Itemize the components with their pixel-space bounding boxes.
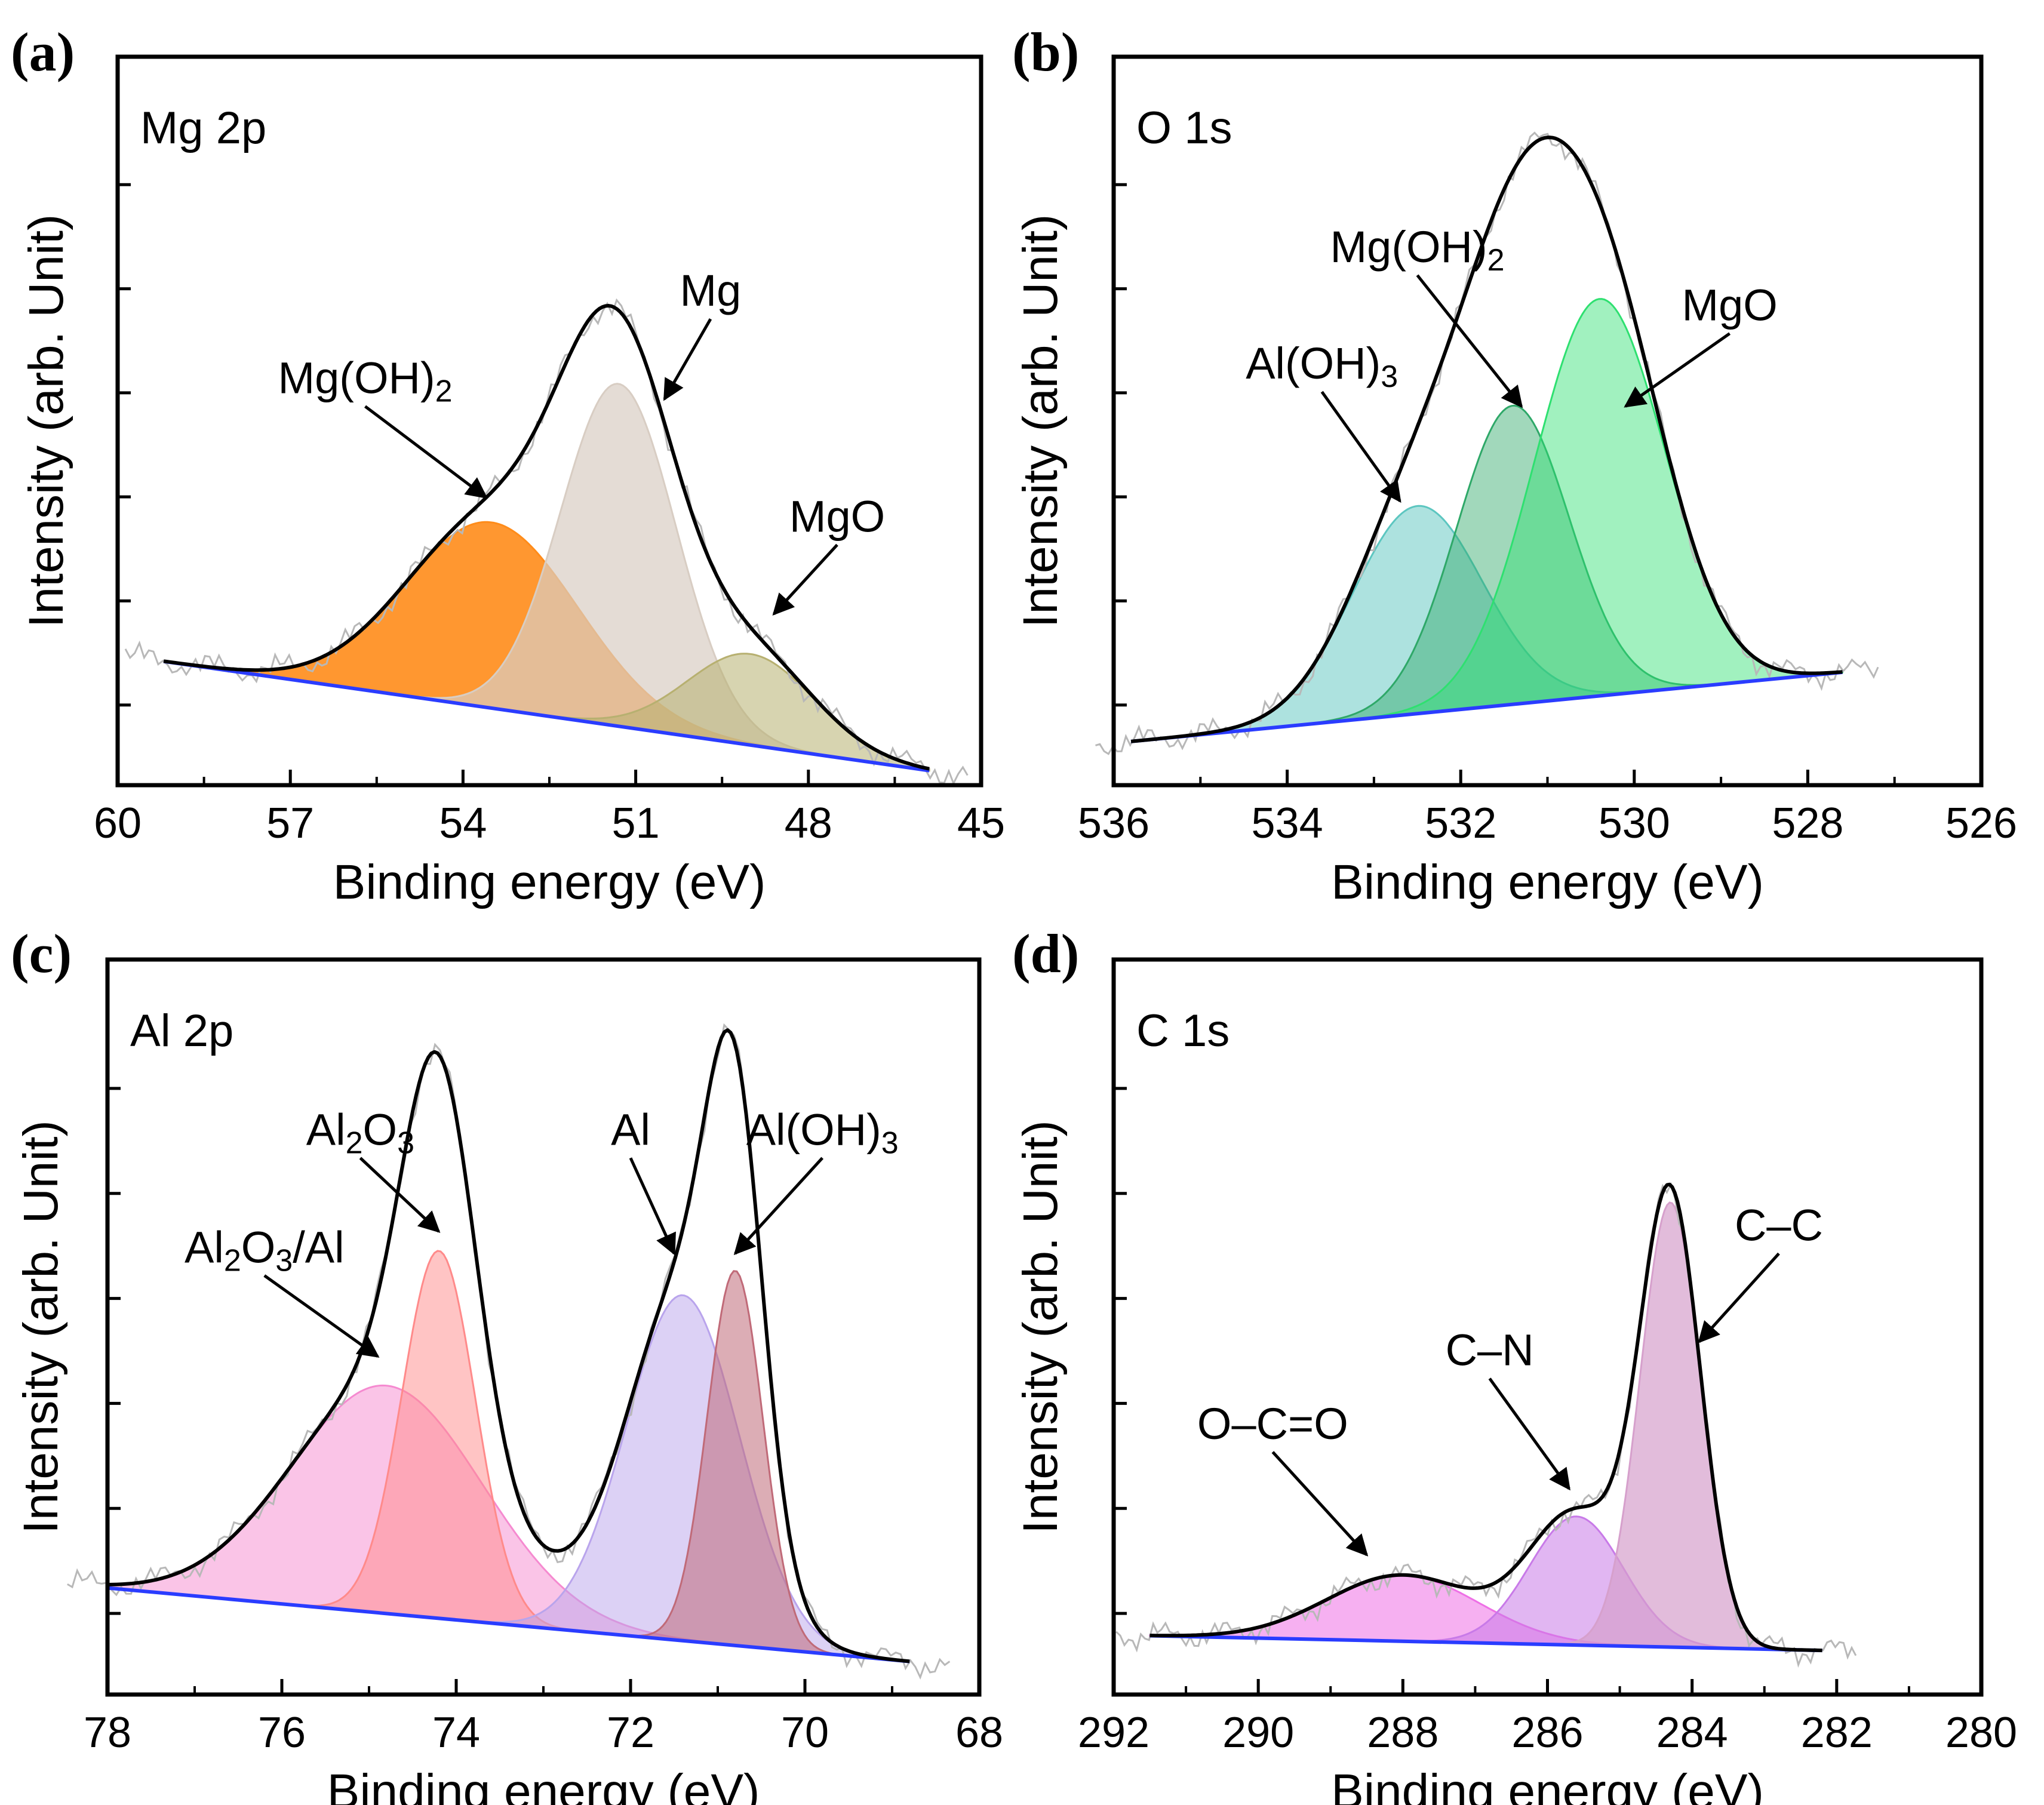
arrow-line <box>1698 1252 1780 1343</box>
arrow-line <box>733 1157 824 1256</box>
y-axis-title: Intensity (arb. Unit) <box>14 1120 68 1534</box>
component-label: Al(OH)3 <box>746 1105 899 1160</box>
component-label: Mg <box>680 266 742 315</box>
x-tick-label: 536 <box>1078 800 1149 847</box>
x-tick-label: 532 <box>1425 800 1496 847</box>
component-label: Al2O3 <box>306 1105 414 1160</box>
component-label: Mg(OH)2 <box>1330 222 1505 278</box>
x-axis-title: Binding energy (eV) <box>1331 1764 1764 1805</box>
x-tick-label: 534 <box>1252 800 1323 847</box>
background-line <box>163 659 930 773</box>
arrow-line <box>359 1157 441 1233</box>
component-label: MgO <box>1682 281 1777 330</box>
y-axis-title: Intensity (arb. Unit) <box>19 214 73 628</box>
component-label: O–C=O <box>1197 1399 1348 1449</box>
x-tick-label: 68 <box>955 1709 1003 1757</box>
x-tick-label: 530 <box>1599 800 1670 847</box>
panel-2: 78 76 74 72 70 68 Binding energy (eV) Intensity… <box>11 923 1003 1805</box>
fit-envelope-line <box>1130 136 1843 743</box>
x-tick-label: 292 <box>1078 1709 1149 1757</box>
panel-letter: (b) <box>1012 21 1079 82</box>
x-tick-label: 54 <box>439 800 487 847</box>
panel-letter: (a) <box>11 21 75 82</box>
x-axis-title: Binding energy (eV) <box>1331 855 1764 909</box>
component-label: C–N <box>1446 1326 1534 1375</box>
arrow-line <box>663 318 712 401</box>
x-tick-label: 290 <box>1222 1709 1294 1757</box>
arrow-line <box>1488 1377 1570 1491</box>
panel-3: 292 290 288 286 284 282 280 Binding energy (eV)… <box>1012 923 2017 1805</box>
component-label: Al <box>611 1105 650 1154</box>
x-tick-label: 280 <box>1945 1709 2017 1757</box>
x-tick-label: 526 <box>1945 800 2017 847</box>
y-axis-title: Intensity (arb. Unit) <box>1013 1120 1068 1534</box>
y-axis-title: Intensity (arb. Unit) <box>1013 214 1068 628</box>
panel-1: 536 534 532 530 528 526 Binding energy (eV) Int… <box>1012 21 2017 909</box>
x-tick-label: 286 <box>1511 1709 1583 1757</box>
x-tick-label: 72 <box>607 1709 654 1757</box>
x-tick-label: 45 <box>957 800 1005 847</box>
element-label: C 1s <box>1136 1005 1230 1056</box>
element-label: Al 2p <box>130 1005 233 1056</box>
x-tick-label: 60 <box>94 800 142 847</box>
panel-letter: (d) <box>1012 923 1079 984</box>
x-tick-label: 78 <box>84 1709 131 1757</box>
background-line <box>107 1586 910 1663</box>
background-line <box>1149 1634 1822 1653</box>
component-label: MgO <box>789 491 885 541</box>
panel-letter: (c) <box>11 923 72 984</box>
x-tick-label: 70 <box>781 1709 829 1757</box>
arrow-line <box>263 1274 380 1358</box>
component-label: Mg(OH)2 <box>278 353 453 409</box>
x-tick-label: 282 <box>1801 1709 1873 1757</box>
arrow-line <box>1416 274 1523 408</box>
component-label: C–C <box>1735 1200 1823 1250</box>
fit-envelope-line <box>107 1028 910 1663</box>
x-tick-label: 284 <box>1656 1709 1728 1757</box>
element-label: Mg 2p <box>140 103 266 153</box>
panel-0: 60 57 54 51 48 45 Binding energy (eV) Intensity… <box>11 21 1005 909</box>
x-tick-label: 48 <box>785 800 832 847</box>
arrow-line <box>1624 332 1731 408</box>
x-tick-label: 74 <box>432 1709 480 1757</box>
x-tick-label: 288 <box>1367 1709 1439 1757</box>
element-label: O 1s <box>1136 103 1232 153</box>
fit-envelope-line <box>1149 1182 1822 1653</box>
component-label: Al2O3/Al <box>185 1222 345 1278</box>
arrow-line <box>772 543 838 616</box>
x-axis-title: Binding energy (eV) <box>327 1764 760 1805</box>
x-tick-label: 76 <box>258 1709 306 1757</box>
x-tick-label: 528 <box>1772 800 1843 847</box>
fit-envelope-line <box>163 304 930 771</box>
arrow-line <box>364 405 488 499</box>
component-label: Al(OH)3 <box>1246 339 1398 394</box>
x-tick-label: 51 <box>612 800 660 847</box>
x-tick-label: 57 <box>266 800 314 847</box>
arrow-line <box>629 1157 676 1256</box>
background-line <box>1130 670 1843 743</box>
arrow-line <box>1320 390 1401 503</box>
x-axis-title: Binding energy (eV) <box>333 855 766 909</box>
arrow-line <box>1271 1451 1369 1557</box>
